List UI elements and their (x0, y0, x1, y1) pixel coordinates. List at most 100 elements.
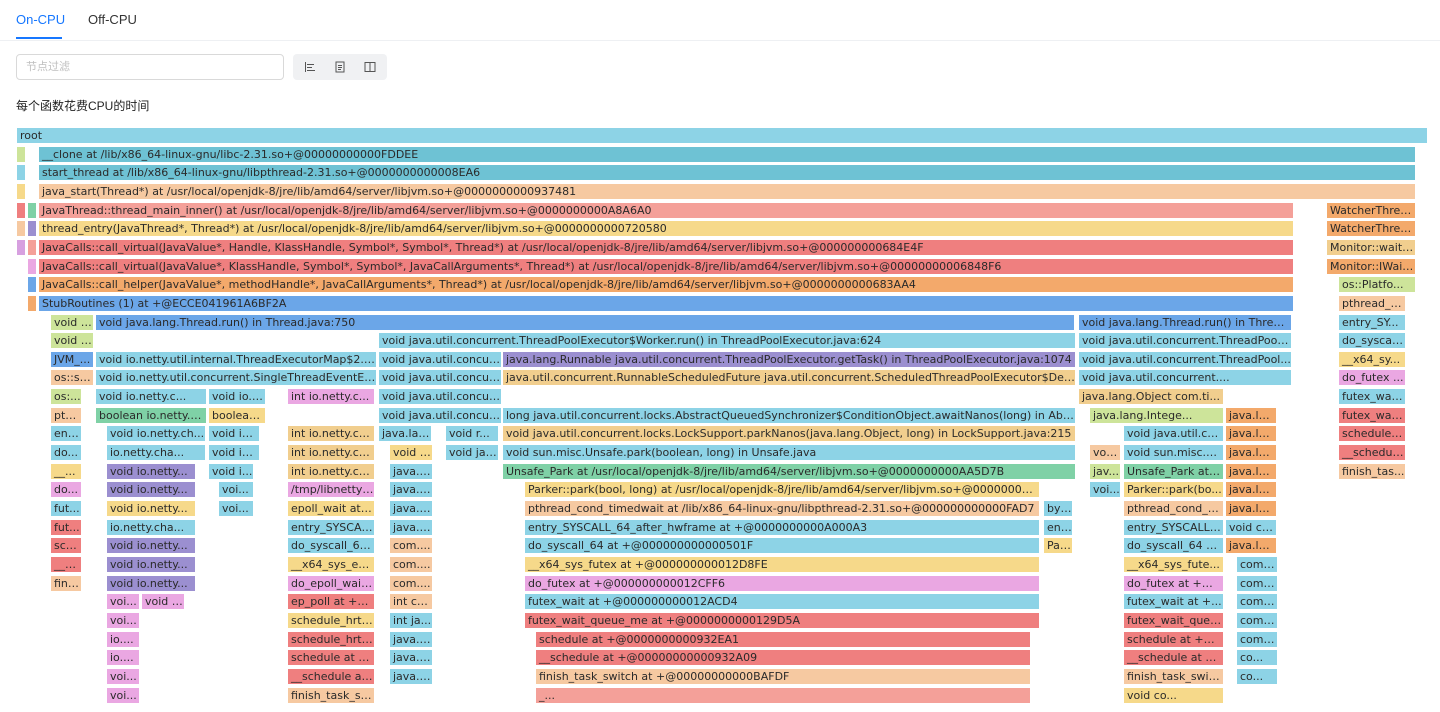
flame-frame[interactable] (16, 238, 26, 256)
flame-frame[interactable]: void java.util.concurr... (378, 388, 502, 406)
flame-frame[interactable]: pthread_cond_timedwait at /lib/x86_64-li… (524, 500, 1040, 517)
flame-frame[interactable]: void c... (389, 444, 433, 462)
flame-frame[interactable]: WatcherThrea... (1326, 220, 1416, 238)
flame-frame[interactable]: void sun.misc.Unsafe.park(boolean, long)… (502, 444, 1076, 462)
flame-frame[interactable]: os:... (50, 388, 82, 406)
flame-frame[interactable]: pth... (50, 406, 82, 424)
flame-frame[interactable]: voi... (106, 611, 140, 629)
flame-frame[interactable]: schedule at +@0... (1123, 630, 1224, 648)
flame-frame[interactable]: do_syscall... (1338, 332, 1406, 350)
flame-frame[interactable]: java.lang.Intege... (1089, 406, 1224, 424)
flame-frame[interactable]: voi... (106, 686, 140, 704)
flame-frame[interactable] (27, 238, 37, 256)
flame-frame[interactable]: void java.util.concurrent.... (1078, 369, 1292, 387)
flame-frame[interactable]: void io.c... (208, 388, 266, 406)
flame-frame[interactable]: java.lan... (1225, 481, 1277, 499)
flame-frame[interactable]: fini... (50, 574, 82, 592)
flame-frame[interactable]: Unsafe_Park at /... (1123, 462, 1224, 480)
flame-frame[interactable]: JavaThread::thread_main_inner() at /usr/… (38, 201, 1294, 219)
flame-frame[interactable]: finish_task_switch at +@00000000000BAFDF (535, 667, 1031, 685)
flame-frame[interactable]: futex_wai... (1338, 406, 1406, 424)
flame-frame[interactable]: void j... (50, 332, 94, 350)
flame-frame[interactable]: schedule at +... (287, 649, 375, 667)
flame-frame[interactable]: void io.netty... (106, 574, 196, 592)
flame-frame[interactable]: fut... (50, 500, 82, 517)
flame-frame[interactable]: com.t... (1236, 611, 1278, 629)
flame-frame[interactable]: __schedule at +... (1123, 649, 1224, 667)
flame-frame[interactable]: voi... (1089, 481, 1121, 499)
flame-frame[interactable]: void io.netty... (106, 481, 196, 499)
flame-frame[interactable]: sch... (50, 537, 82, 555)
flame-frame[interactable]: __schedule at +@00000000000932A09 (535, 649, 1031, 667)
flame-frame[interactable]: java.l... (389, 500, 433, 517)
flame-frame[interactable]: schedule ... (1338, 425, 1406, 443)
flame-frame[interactable]: void i... (208, 462, 254, 480)
flame-frame[interactable]: JavaCalls::call_helper(JavaValue*, metho… (38, 276, 1294, 294)
flame-frame[interactable]: Unsafe_Park at /usr/local/openjdk-8/jre/… (502, 462, 1076, 480)
flame-frame[interactable]: finish_tas... (1338, 462, 1406, 480)
flame-frame[interactable]: co... (1236, 649, 1278, 667)
flame-frame[interactable]: voi... (106, 593, 140, 611)
flame-frame[interactable]: jav... (1089, 462, 1121, 480)
flame-frame[interactable] (16, 164, 26, 182)
flame-frame[interactable]: schedule_hrti... (287, 611, 375, 629)
flame-frame[interactable] (27, 294, 37, 312)
flame-frame[interactable]: java.l... (389, 518, 433, 536)
flame-frame[interactable]: schedule at +@0000000000932EA1 (535, 630, 1031, 648)
flame-frame[interactable]: void io.netty... (106, 500, 196, 517)
list-view-button[interactable] (295, 54, 325, 80)
flame-frame[interactable]: com.... (389, 537, 433, 555)
flame-frame[interactable]: void java.util.concurrent.locks.LockSupp… (502, 425, 1076, 443)
flame-frame[interactable]: void io.netty.util.internal.ThreadExecut… (95, 350, 377, 368)
flame-frame[interactable]: java.i... (389, 630, 433, 648)
flame-frame[interactable]: void co... (1225, 518, 1277, 536)
flame-frame[interactable]: void io.netty... (106, 537, 196, 555)
tab-on-cpu[interactable]: On-CPU (16, 12, 66, 27)
flame-frame[interactable]: java.lan... (1225, 444, 1277, 462)
flame-frame[interactable]: do... (50, 481, 82, 499)
flame-frame[interactable]: __... (50, 462, 82, 480)
flame-frame[interactable]: void io.netty.c... (95, 388, 207, 406)
flame-frame[interactable]: void java.util.concurr... (378, 406, 502, 424)
flame-frame[interactable]: int io.netty.ch... (287, 462, 375, 480)
flame-frame[interactable]: void r... (445, 425, 499, 443)
flame-frame[interactable]: void sun.misc.U... (1123, 444, 1224, 462)
flame-frame[interactable]: voi... (218, 481, 254, 499)
flame-frame[interactable]: java.lang.Runnable java.util.concurrent.… (502, 350, 1076, 368)
flame-frame[interactable] (27, 276, 37, 294)
flame-frame[interactable]: voi... (106, 667, 140, 685)
flame-frame[interactable]: futex_wait_queu... (1123, 611, 1224, 629)
flame-frame[interactable]: void java.util.concurrent.ThreadPoolExec… (378, 332, 1076, 350)
split-view-button[interactable] (355, 54, 385, 80)
flame-frame[interactable]: start_thread at /lib/x86_64-linux-gnu/li… (38, 164, 1416, 182)
flame-frame[interactable]: __x64_sy... (1338, 350, 1406, 368)
flame-frame[interactable]: epoll_wait at /... (287, 500, 375, 517)
flame-frame[interactable]: StubRoutines (1) at +@ECCE041961A6BF2A (38, 294, 1294, 312)
flame-frame[interactable]: JVM_... (50, 350, 94, 368)
flame-frame[interactable]: io.... (106, 649, 140, 667)
flame-frame[interactable]: do_syscall_64 at +@000000000000501F (524, 537, 1040, 555)
flame-frame[interactable]: do... (50, 444, 82, 462)
flame-frame[interactable]: entry_SYSCALL_64_after_hwframe at +@0000… (524, 518, 1040, 536)
flame-frame[interactable]: void java.util.concu... (1123, 425, 1224, 443)
flame-frame[interactable]: __s... (50, 555, 82, 573)
flame-frame[interactable]: finish_task_swit... (1123, 667, 1224, 685)
document-view-button[interactable] (325, 54, 355, 80)
flame-frame[interactable]: void java.util.concurr... (378, 350, 502, 368)
flame-frame[interactable]: pthread_c... (1338, 294, 1406, 312)
flame-frame[interactable]: void com.tingyun.agent.r.h$a.run() in ..… (1089, 444, 1121, 462)
flame-frame[interactable]: void io.... (208, 425, 260, 443)
flame-frame[interactable]: void co... (1123, 686, 1224, 704)
flame-frame[interactable]: java.lan... (1225, 462, 1277, 480)
flame-frame[interactable]: java.lan... (1225, 425, 1277, 443)
flame-frame[interactable]: void io.netty.ch... (106, 425, 206, 443)
flame-frame[interactable]: boolean io.netty.ch... (95, 406, 207, 424)
flame-frame[interactable]: do_futex at +@000000000012CFF6 (524, 574, 1040, 592)
flame-frame[interactable]: com.t... (1236, 593, 1278, 611)
flame-frame[interactable]: java.lan... (1225, 537, 1277, 555)
flame-frame[interactable]: io.netty.cha... (106, 444, 206, 462)
flame-frame[interactable]: int io.netty.ch... (287, 425, 375, 443)
flame-frame[interactable]: do_syscall_64 ... (287, 537, 375, 555)
flame-frame[interactable]: entry_SYSCALL_... (1123, 518, 1224, 536)
flame-frame[interactable]: java.lan... (378, 425, 432, 443)
